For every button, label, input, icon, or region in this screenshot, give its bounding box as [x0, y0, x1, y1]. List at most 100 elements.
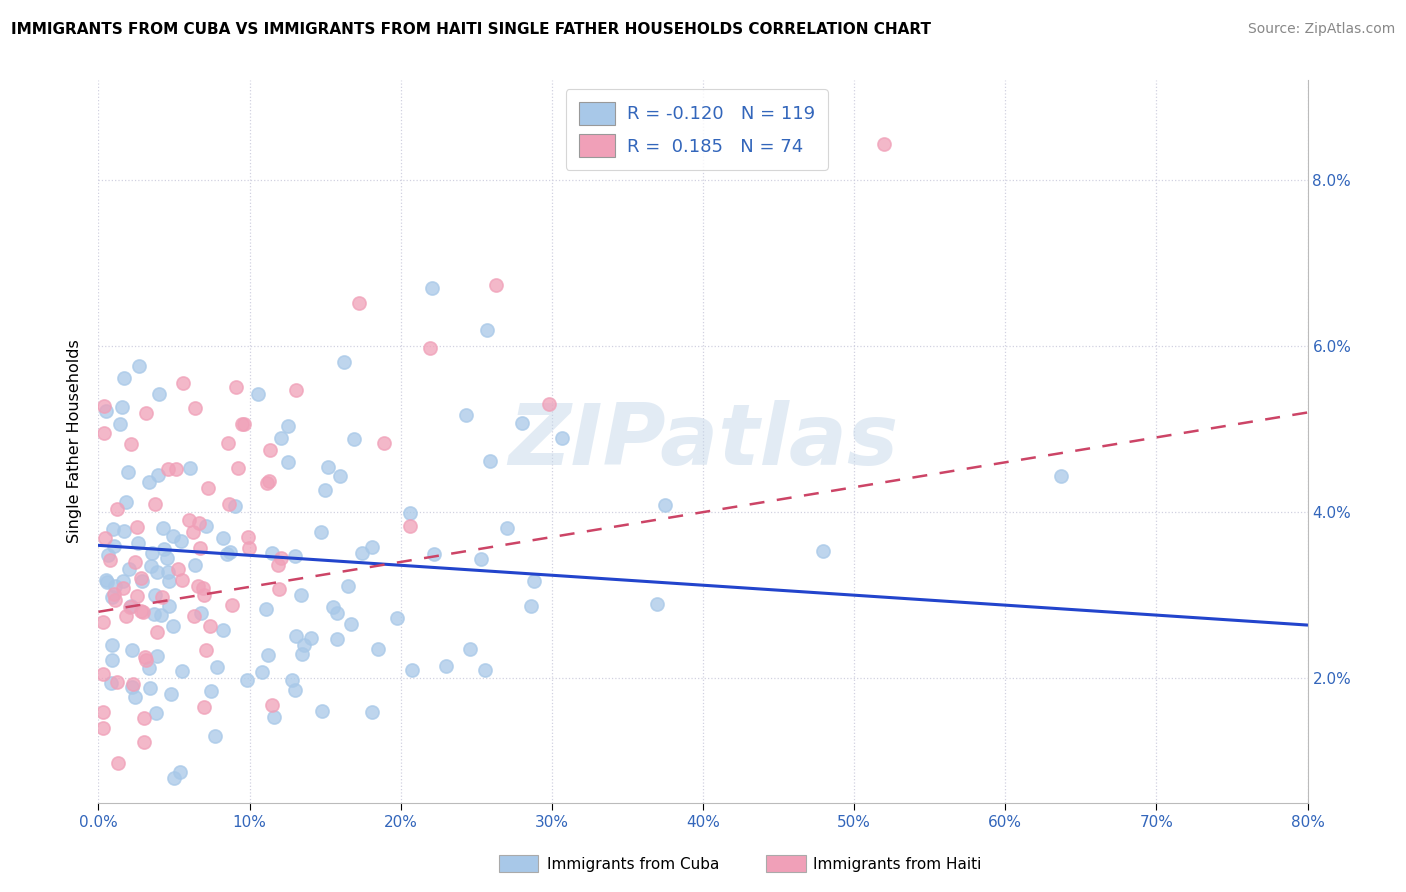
Point — [456, 409, 478, 423]
Point — [112, 524, 135, 538]
Point — [204, 729, 226, 743]
Point — [103, 540, 125, 554]
Point — [263, 710, 285, 724]
Point — [124, 555, 146, 569]
Point — [314, 483, 336, 497]
Y-axis label: Single Father Households: Single Father Households — [67, 340, 83, 543]
Point — [129, 604, 152, 618]
Point — [132, 711, 155, 725]
Point — [284, 549, 307, 564]
Point — [169, 764, 191, 779]
Point — [153, 542, 176, 557]
Point — [399, 518, 422, 533]
Point — [149, 607, 172, 622]
Point — [188, 541, 211, 555]
Point — [284, 384, 307, 398]
Point — [333, 355, 356, 369]
Point — [470, 551, 492, 566]
Point — [188, 516, 211, 531]
Point — [125, 520, 148, 534]
Text: Source: ZipAtlas.com: Source: ZipAtlas.com — [1247, 22, 1395, 37]
Point — [135, 405, 157, 419]
Point — [291, 648, 314, 662]
Point — [157, 599, 180, 613]
Point — [347, 295, 370, 310]
Point — [115, 494, 138, 508]
Point — [100, 675, 122, 690]
Point — [259, 442, 281, 457]
Point — [550, 431, 572, 445]
Point — [118, 562, 141, 576]
Point — [139, 681, 162, 695]
Point — [193, 589, 215, 603]
Point — [91, 666, 114, 681]
Point — [284, 629, 307, 643]
Point — [259, 475, 281, 489]
Point — [91, 615, 114, 630]
Text: Immigrants from Cuba: Immigrants from Cuba — [547, 857, 720, 871]
Point — [120, 599, 142, 614]
Point — [398, 506, 420, 520]
Point — [121, 677, 143, 691]
Point — [231, 417, 253, 431]
Point — [132, 735, 155, 749]
Point — [121, 643, 143, 657]
Point — [537, 396, 560, 410]
Point — [165, 462, 187, 476]
Point — [152, 521, 174, 535]
Point — [458, 642, 481, 657]
Point — [124, 690, 146, 705]
Point — [290, 588, 312, 602]
Point — [385, 610, 408, 624]
Point — [292, 638, 315, 652]
Point — [211, 531, 233, 545]
Point — [118, 600, 141, 615]
Point — [127, 535, 149, 549]
Point — [138, 475, 160, 490]
Point — [98, 553, 121, 567]
Point — [132, 606, 155, 620]
Point — [236, 673, 259, 688]
Point — [361, 705, 384, 719]
Point — [401, 663, 423, 677]
Point — [254, 602, 277, 616]
Point — [94, 573, 117, 587]
Point — [194, 518, 217, 533]
Point — [277, 419, 299, 434]
Point — [121, 680, 143, 694]
Point — [339, 617, 361, 632]
Point — [111, 581, 134, 595]
Point — [510, 416, 533, 430]
Point — [193, 581, 215, 595]
Point — [316, 460, 339, 475]
Point — [336, 579, 359, 593]
Point — [170, 574, 193, 588]
Point — [217, 436, 239, 450]
Point — [215, 547, 238, 561]
Point — [146, 624, 169, 639]
Point — [520, 599, 543, 614]
Point — [246, 387, 269, 401]
Point — [120, 437, 142, 451]
Point — [93, 426, 115, 441]
Point — [112, 370, 135, 384]
Point — [309, 525, 332, 540]
Point — [94, 531, 117, 545]
Point — [135, 653, 157, 667]
Point — [127, 589, 149, 603]
Point — [108, 417, 131, 432]
Point — [270, 431, 292, 445]
Point — [281, 673, 304, 688]
Point — [111, 401, 134, 415]
Point — [93, 400, 115, 414]
Point — [477, 323, 499, 337]
Point — [419, 341, 441, 355]
Point — [148, 387, 170, 401]
Point — [156, 550, 179, 565]
Point — [143, 497, 166, 511]
Legend: R = -0.120   N = 119, R =  0.185   N = 74: R = -0.120 N = 119, R = 0.185 N = 74 — [565, 89, 828, 170]
Text: Immigrants from Haiti: Immigrants from Haiti — [813, 857, 981, 871]
Point — [104, 580, 127, 594]
Point — [434, 659, 457, 673]
Point — [105, 502, 128, 516]
